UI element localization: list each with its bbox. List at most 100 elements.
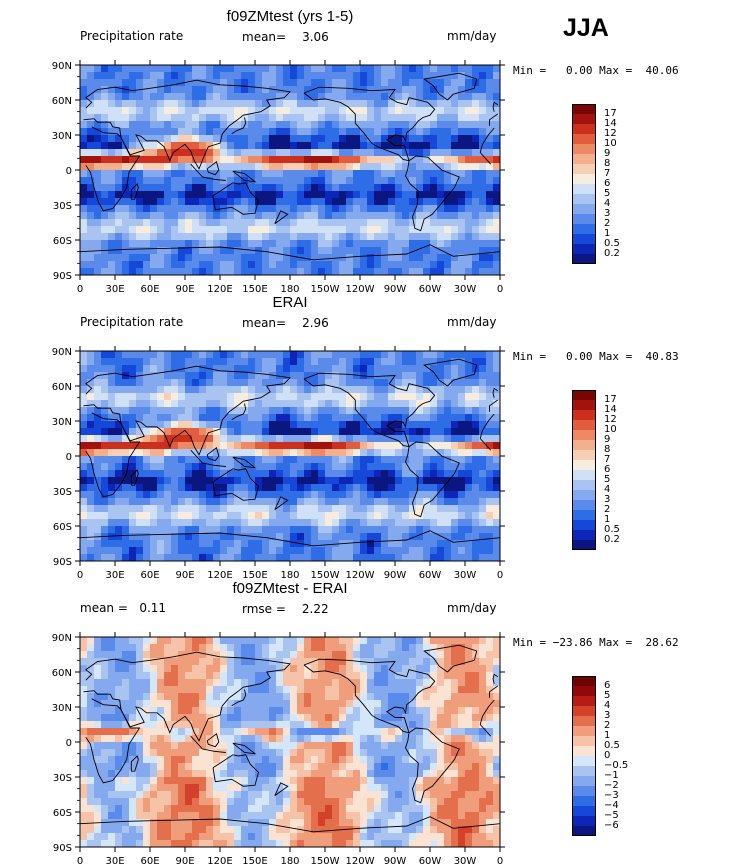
field-cell <box>325 114 333 122</box>
field-cell <box>493 449 501 457</box>
field-cell <box>199 198 207 206</box>
field-cell <box>171 756 179 764</box>
field-cell <box>367 254 375 262</box>
field-cell <box>444 93 452 101</box>
field-cell <box>332 435 340 443</box>
field-cell <box>402 756 410 764</box>
field-cell <box>479 268 487 276</box>
field-cell <box>262 407 270 415</box>
field-cell <box>234 735 242 743</box>
field-cell <box>437 65 445 73</box>
field-cell <box>430 547 438 555</box>
field-cell <box>262 428 270 436</box>
field-cell <box>262 512 270 520</box>
field-cell <box>101 407 109 415</box>
field-cell <box>451 735 459 743</box>
field-cell <box>108 212 116 220</box>
field-cell <box>234 358 242 366</box>
field-cell <box>150 721 158 729</box>
field-cell <box>374 386 382 394</box>
field-cell <box>206 219 214 227</box>
field-cell <box>178 386 186 394</box>
field-cell <box>297 142 305 150</box>
field-cell <box>136 742 144 750</box>
field-cell <box>311 205 319 213</box>
field-cell <box>227 665 235 673</box>
field-cell <box>94 679 102 687</box>
field-cell <box>304 470 312 478</box>
colorbar-swatch <box>572 390 596 400</box>
coastline-11 <box>492 101 498 112</box>
field-cell <box>493 268 501 276</box>
field-cell <box>423 728 431 736</box>
field-cell <box>178 505 186 513</box>
field-cell <box>367 128 375 136</box>
colorbar-label: 17 <box>604 394 617 405</box>
field-cell <box>451 665 459 673</box>
field-cell <box>353 672 361 680</box>
field-cell <box>185 533 193 541</box>
field-cell <box>150 665 158 673</box>
coastline-12 <box>130 183 139 200</box>
field-cell <box>374 749 382 757</box>
field-cell <box>297 261 305 269</box>
colorbar-label: 5 <box>604 474 611 485</box>
field-cell <box>437 540 445 548</box>
field-cell <box>311 407 319 415</box>
field-cell <box>353 72 361 80</box>
field-cell <box>339 491 347 499</box>
field-cell <box>227 205 235 213</box>
field-cell <box>199 114 207 122</box>
field-cell <box>367 212 375 220</box>
field-cell <box>143 665 151 673</box>
field-cell <box>374 65 382 73</box>
field-cell <box>213 512 221 520</box>
field-cell <box>479 100 487 108</box>
field-cell <box>479 644 487 652</box>
field-cell <box>437 651 445 659</box>
field-cell <box>157 219 165 227</box>
field-cell <box>122 233 130 241</box>
field-cell <box>234 512 242 520</box>
field-cell <box>493 749 501 757</box>
field-cell <box>136 379 144 387</box>
field-cell <box>101 519 109 527</box>
field-cell <box>157 198 165 206</box>
field-cell <box>213 700 221 708</box>
field-cell <box>311 128 319 136</box>
field-cell <box>430 644 438 652</box>
field-cell <box>129 477 137 485</box>
field-cell <box>80 707 88 715</box>
field-cell <box>486 658 494 666</box>
field-cell <box>346 268 354 276</box>
field-cell <box>451 505 459 513</box>
field-cell <box>248 261 256 269</box>
colorbar-swatch <box>572 154 596 164</box>
field-cell <box>143 114 151 122</box>
field-cell <box>283 672 291 680</box>
field-cell <box>346 156 354 164</box>
field-cell <box>234 442 242 450</box>
colorbar-label: 12 <box>604 128 617 139</box>
field-cell <box>360 191 368 199</box>
field-cell <box>472 351 480 359</box>
field-cell <box>129 135 137 143</box>
field-cell <box>430 128 438 136</box>
field-cell <box>290 372 298 380</box>
field-cell <box>423 254 431 262</box>
field-cell <box>486 533 494 541</box>
field-cell <box>115 177 123 185</box>
field-cell <box>227 240 235 248</box>
field-cell <box>458 226 466 234</box>
field-cell <box>157 554 165 562</box>
field-cell <box>290 407 298 415</box>
field-cell <box>353 247 361 255</box>
field-cell <box>374 742 382 750</box>
field-cell <box>472 107 480 115</box>
field-cell <box>192 65 200 73</box>
field-cell <box>360 407 368 415</box>
field-cell <box>318 700 326 708</box>
field-cell <box>451 233 459 241</box>
field-cell <box>402 261 410 269</box>
field-cell <box>227 358 235 366</box>
